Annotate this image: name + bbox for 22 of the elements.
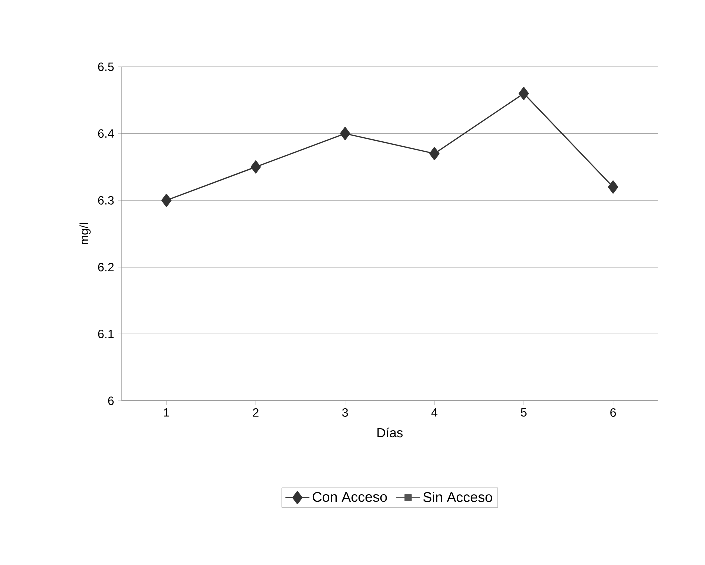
legend-label: Con Acceso [312,492,388,502]
point [518,87,530,100]
point [162,194,172,208]
x-tick-label: 6 [610,408,616,418]
point [250,160,262,174]
x-axis-title: Días [378,428,403,438]
point [340,127,350,140]
point [430,147,440,160]
x-tick-label: 1 [164,408,170,417]
x-tick-label: 5 [521,408,527,417]
x-tick-label: 4 [432,408,438,417]
x-tick-label: 3 [342,408,348,418]
y-axis-title: mg/l [80,223,91,245]
point [608,180,618,194]
legend-label: Sin Acceso [424,492,492,502]
y-tick-label: 6.3 [98,196,114,205]
y-tick-label: 6 [108,396,114,406]
x-tick-label: 2 [253,408,259,417]
y-tick-label: 6.2 [98,263,114,272]
y-tick-label: 6.5 [98,62,114,72]
y-tick-label: 6.1 [98,330,114,338]
y-tick-label: 6.4 [98,130,114,138]
